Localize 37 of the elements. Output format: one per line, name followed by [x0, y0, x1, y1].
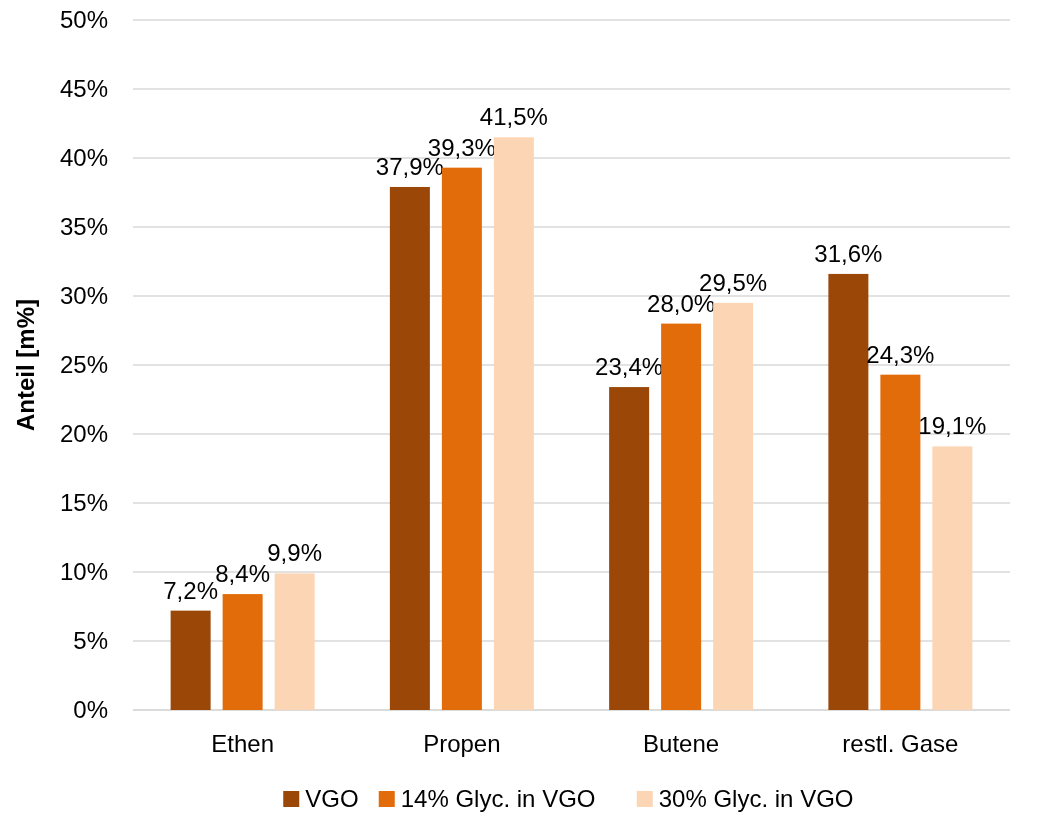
- y-tick-label: 5%: [73, 627, 108, 655]
- legend-label: VGO: [305, 785, 359, 812]
- y-tick-label: 45%: [59, 75, 108, 103]
- data-label: 41,5%: [479, 103, 548, 131]
- x-tick-label: restl. Gase: [842, 730, 959, 757]
- bar: [609, 387, 650, 710]
- data-label: 29,5%: [699, 268, 768, 296]
- y-tick-label: 40%: [59, 144, 108, 172]
- legend-label: 14% Glyc. in VGO: [400, 785, 596, 812]
- y-tick-label: 25%: [59, 351, 108, 379]
- x-tick-label: Butene: [643, 730, 720, 757]
- bar: [828, 273, 869, 710]
- data-label: 31,6%: [814, 239, 883, 267]
- bar: [661, 323, 702, 710]
- bar: [713, 302, 754, 710]
- bar: [222, 594, 263, 710]
- y-tick-label: 50%: [59, 6, 108, 34]
- bar: [389, 186, 430, 710]
- y-tick-label: 10%: [59, 558, 108, 586]
- y-tick-label: 0%: [73, 696, 108, 724]
- bar: [932, 446, 973, 710]
- bar: [441, 167, 482, 710]
- x-tick-label: Ethen: [211, 730, 274, 757]
- y-tick-label: 30%: [59, 282, 108, 310]
- y-tick-label: 15%: [59, 489, 108, 517]
- data-label: 19,1%: [918, 412, 987, 440]
- bar: [170, 610, 211, 710]
- x-tick-label: Propen: [423, 730, 501, 757]
- data-label: 9,9%: [267, 539, 322, 567]
- bar: [880, 374, 921, 710]
- y-tick-label: 20%: [59, 420, 108, 448]
- y-tick-label: 35%: [59, 213, 108, 241]
- bar: [493, 137, 534, 710]
- bar: [274, 573, 315, 710]
- data-label: 8,4%: [215, 560, 270, 588]
- legend-label: 30% Glyc. in VGO: [658, 785, 854, 812]
- y-axis-title: Anteil [m%]: [12, 299, 39, 431]
